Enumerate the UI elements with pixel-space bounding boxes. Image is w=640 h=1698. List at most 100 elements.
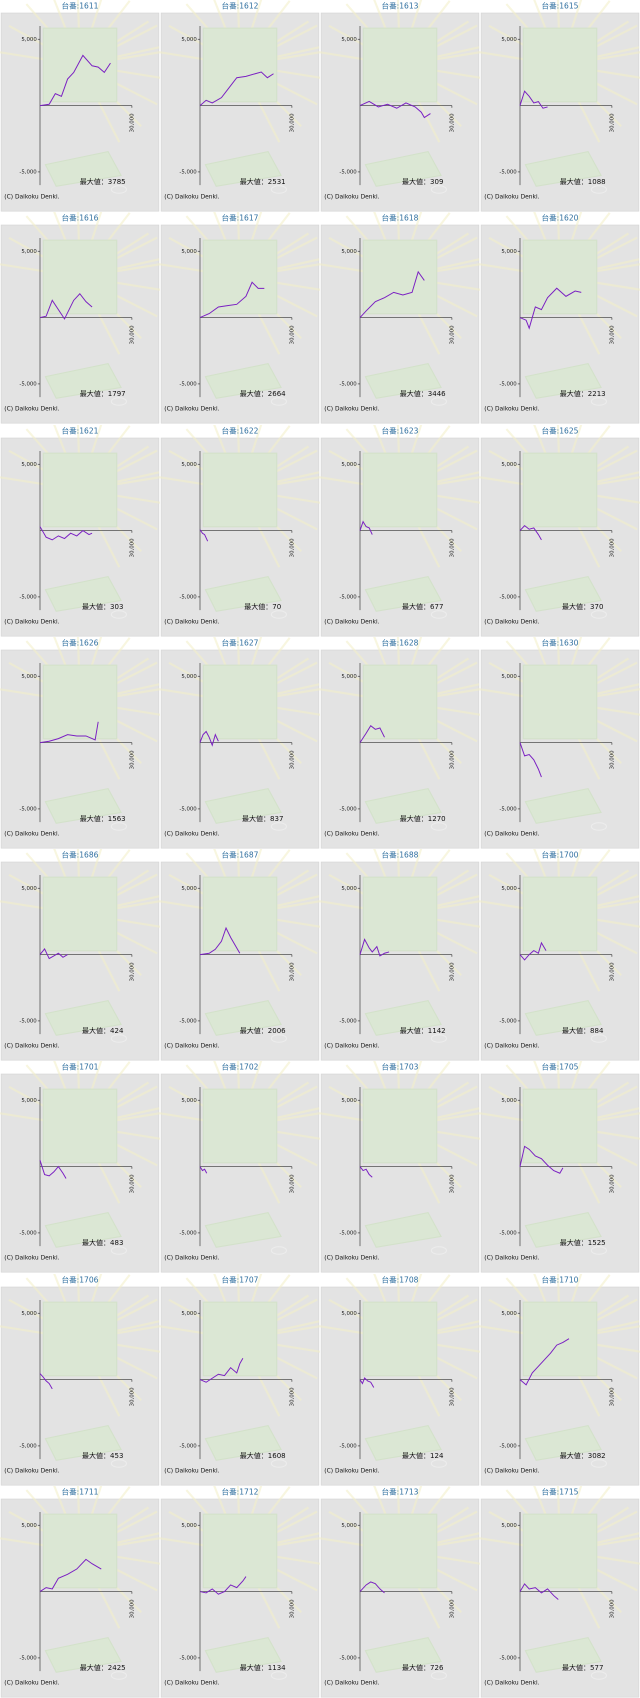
chart-title: 台番:1708 (382, 1274, 419, 1284)
y-tick-label: -5,000 (499, 1018, 517, 1024)
copyright: (C) Daikoku Denki. (324, 406, 379, 413)
copyright: (C) Daikoku Denki. (324, 618, 379, 625)
decor (0, 1061, 160, 1256)
y-tick-label: -5,000 (339, 594, 357, 600)
max-label: 最大値： (80, 1663, 108, 1672)
chart-title: 台番:1627 (222, 637, 259, 647)
y-tick-label: 5,000 (21, 461, 37, 467)
chart-tile: 5,000 -5,000 30,000 台番:1707 最大値：1608 (C) Daik… (160, 1273, 320, 1485)
x-tick-label: 30,000 (129, 537, 135, 556)
chart-tile: 5,000 -5,000 30,000 台番:1630 (C) Daikoku Denk… (480, 636, 640, 849)
chart-tile: 5,000 -5,000 30,000 台番:1626 最大値：1563 (C) Daik… (0, 636, 160, 849)
line (39, 293, 93, 321)
y-tick-label: -5,000 (499, 382, 517, 388)
decor (0, 424, 160, 619)
chart-tile: 5,000 -5,000 30,000 台番:1617 最大値：2664 (C) Daik… (160, 212, 320, 424)
y-tick-label: 5,000 (341, 1310, 357, 1316)
decor (320, 1485, 480, 1680)
decor-tray (44, 363, 122, 400)
copyright: (C) Daikoku Denki. (164, 1467, 219, 1474)
line (359, 100, 431, 119)
decor-box (522, 876, 598, 952)
decor-box (522, 1301, 598, 1376)
decor (0, 1485, 160, 1680)
max-value: 303 (110, 601, 123, 610)
max-label: 最大値： (80, 177, 108, 186)
copyright: (C) Daikoku Denki. (324, 1467, 379, 1474)
max-label: 最大値： (400, 1026, 428, 1035)
line (39, 1372, 53, 1389)
decor-tray (204, 787, 282, 824)
chart-tile: 5,000 -5,000 30,000 台番:1686 最大値：424 (C) Daiko… (0, 849, 160, 1061)
max-value: 370 (590, 601, 603, 610)
y-tick-label: -5,000 (499, 594, 517, 600)
decor-coin (590, 609, 608, 619)
decor-coin (110, 397, 128, 407)
max-text: 最大値：2213 (560, 389, 606, 398)
decor-box (202, 239, 278, 315)
max-value: 1142 (428, 1026, 446, 1035)
decor (480, 1273, 640, 1468)
decor-coin (270, 1034, 288, 1043)
chart-tile: 5,000 -5,000 30,000 台番:1623 最大値：677 (C) Daiko… (320, 424, 480, 636)
decor (320, 849, 480, 1043)
chart-title: 台番:1700 (542, 849, 579, 859)
y-tick-label: 5,000 (181, 1310, 197, 1316)
decor-tray (364, 1212, 442, 1249)
chart-tile: 5,000 -5,000 30,000 台番:1618 最大値：3446 (C) Daik… (320, 212, 480, 424)
x-tick-label: 30,000 (609, 537, 615, 556)
chart-title: 台番:1686 (62, 849, 99, 859)
decor-tray (44, 787, 122, 824)
max-value: 424 (110, 1026, 124, 1035)
decor-box (202, 1088, 278, 1164)
line (39, 1160, 67, 1180)
y-tick-label: 5,000 (21, 1098, 37, 1104)
decor-coin (430, 1246, 448, 1256)
decor-box (362, 1513, 438, 1589)
copyright: (C) Daikoku Denki. (4, 830, 59, 837)
max-value: 1525 (588, 1238, 606, 1247)
decor-coin (110, 185, 128, 194)
max-text: 最大値：2006 (240, 1026, 286, 1035)
decor-box (42, 452, 118, 527)
decor-box (42, 1301, 118, 1376)
max-label: 最大値： (402, 1663, 430, 1672)
max-value: 3446 (428, 389, 446, 398)
copyright: (C) Daikoku Denki. (324, 194, 379, 201)
max-label: 最大値： (400, 814, 428, 823)
decor-box (202, 27, 278, 103)
y-tick-label: -5,000 (339, 1018, 357, 1024)
y-tick-label: -5,000 (339, 1443, 357, 1449)
line (519, 524, 542, 540)
chart-tile: 5,000 -5,000 30,000 台番:1616 最大値：1797 (C) Daik… (0, 212, 160, 424)
chart-title: 台番:1617 (222, 213, 259, 223)
y-tick-label: -5,000 (339, 806, 357, 812)
decor-tray (44, 575, 122, 612)
y-tick-label: 5,000 (181, 249, 197, 255)
x-tick-label: 30,000 (609, 325, 615, 344)
y-tick-label: -5,000 (499, 1231, 517, 1237)
chart-tile: 5,000 -5,000 30,000 台番:1702 (C) Daikoku Denk… (160, 1061, 320, 1273)
decor (160, 1061, 320, 1256)
max-value: 2213 (588, 389, 606, 398)
decor-box (42, 239, 118, 315)
y-tick-label: 5,000 (181, 1098, 197, 1104)
max-label: 最大値： (400, 389, 428, 398)
decor-coin (590, 1458, 608, 1468)
chart-title: 台番:1707 (222, 1274, 259, 1284)
max-value: 726 (430, 1663, 444, 1672)
max-text: 最大値：3446 (400, 389, 446, 398)
decor-coin (590, 1246, 608, 1256)
chart-title: 台番:1628 (382, 637, 419, 647)
y-tick-label: 5,000 (501, 249, 517, 255)
chart-tile: 5,000 -5,000 30,000 台番:1687 最大値：2006 (C) Daik… (160, 849, 320, 1061)
max-text: 最大値：1563 (80, 814, 126, 823)
y-tick-label: -5,000 (19, 594, 37, 600)
y-tick-label: 5,000 (181, 674, 197, 680)
decor-coin (110, 1670, 128, 1680)
decor-tray (364, 999, 442, 1036)
max-value: 677 (430, 601, 443, 610)
decor (320, 636, 480, 831)
chart-tile: 5,000 -5,000 30,000 台番:1711 最大値：2425 (C) Daik… (0, 1485, 160, 1698)
max-label: 最大値： (562, 1026, 590, 1035)
